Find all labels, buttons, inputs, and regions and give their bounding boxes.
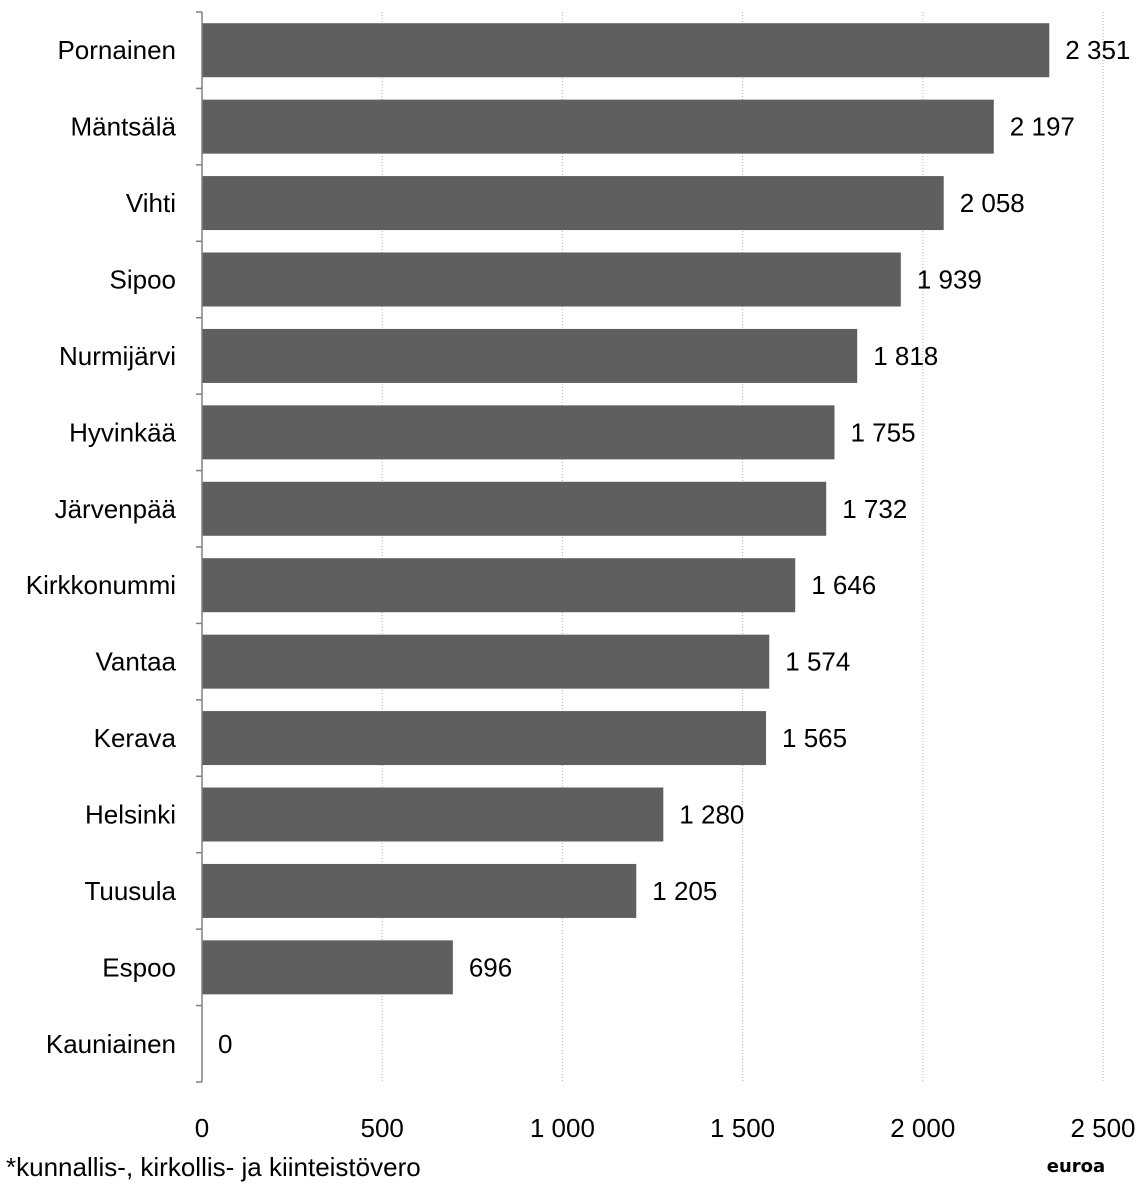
- bars: [202, 23, 1050, 995]
- value-label: 1 939: [917, 265, 982, 295]
- category-label: Vantaa: [96, 647, 177, 677]
- value-labels: 2 351 2 197 2 058 1 939 1 818 1 755 1 732 1 646…: [218, 35, 1130, 1059]
- category-labels: Pornainen Mäntsälä Vihti Sipoo Nurmijärvi Hyv…: [26, 35, 177, 1059]
- bar: [202, 634, 770, 689]
- bar: [202, 940, 453, 995]
- bar: [202, 787, 664, 842]
- bar: [202, 99, 994, 154]
- x-tick-label: 1 500: [710, 1113, 775, 1143]
- value-label: 1 280: [679, 800, 744, 830]
- value-label: 1 646: [811, 570, 876, 600]
- category-label: Mäntsälä: [71, 112, 177, 142]
- bar: [202, 711, 767, 766]
- value-label: 1 565: [782, 723, 847, 753]
- bar: [202, 23, 1050, 78]
- value-label: 2 058: [960, 188, 1025, 218]
- category-label: Kauniainen: [46, 1029, 176, 1059]
- category-label: Hyvinkää: [69, 417, 176, 447]
- value-label: 1 574: [785, 647, 850, 677]
- x-tick-labels: 0 500 1 000 1 500 2 000 2 500: [195, 1113, 1136, 1143]
- bar: [202, 405, 835, 460]
- category-label: Tuusula: [84, 876, 176, 906]
- value-label: 1 818: [873, 341, 938, 371]
- x-tick-label: 1 000: [530, 1113, 595, 1143]
- category-label: Espoo: [102, 952, 176, 982]
- bar: [202, 252, 901, 307]
- x-tick-label: 2 000: [890, 1113, 955, 1143]
- bar: [202, 481, 827, 536]
- category-label: Vihti: [126, 188, 176, 218]
- value-label: 0: [218, 1029, 232, 1059]
- category-label: Järvenpää: [55, 494, 177, 524]
- category-label: Helsinki: [85, 800, 176, 830]
- category-label: Sipoo: [110, 265, 177, 295]
- x-tick-label: 2 500: [1070, 1113, 1135, 1143]
- value-label: 2 351: [1065, 35, 1130, 65]
- value-label: 1 755: [851, 417, 916, 447]
- bar: [202, 176, 944, 231]
- y-axis: [196, 11, 203, 1083]
- category-label: Kerava: [94, 723, 177, 753]
- grid-lines: [381, 12, 1104, 1082]
- bar: [202, 558, 796, 613]
- x-axis-unit-label: euroa: [1047, 1156, 1105, 1177]
- value-label: 2 197: [1010, 112, 1075, 142]
- footnote: *kunnallis-, kirkollis- ja kiinteistöver…: [6, 1152, 421, 1182]
- value-label: 696: [469, 952, 512, 982]
- x-tick-label: 500: [361, 1113, 404, 1143]
- bar: [202, 863, 637, 918]
- bar: [202, 328, 858, 383]
- category-label: Nurmijärvi: [59, 341, 176, 371]
- category-label: Pornainen: [57, 35, 176, 65]
- x-tick-label: 0: [195, 1113, 209, 1143]
- value-label: 1 205: [652, 876, 717, 906]
- category-label: Kirkkonummi: [26, 570, 176, 600]
- value-label: 1 732: [842, 494, 907, 524]
